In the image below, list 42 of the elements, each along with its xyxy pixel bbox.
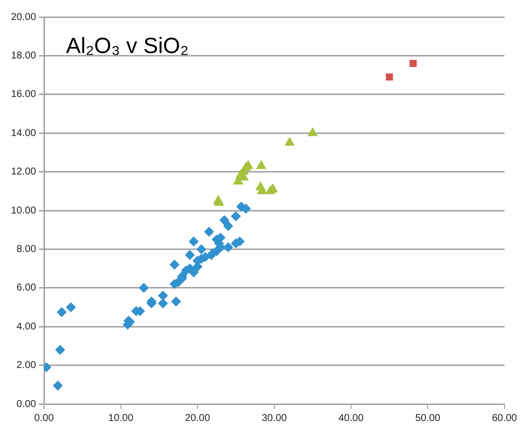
y-tick-label: 18.00	[10, 50, 36, 62]
point	[284, 136, 295, 146]
point	[158, 290, 168, 301]
point	[256, 160, 266, 169]
y-tick-label: 0.00	[16, 398, 36, 410]
x-tick-label: 50.00	[415, 412, 441, 424]
point	[66, 302, 76, 312]
x-tick-label: 20.00	[184, 412, 210, 424]
point	[138, 282, 149, 293]
point	[171, 296, 182, 306]
point	[204, 226, 214, 237]
x-tick-label: 10.00	[108, 412, 134, 424]
point	[188, 267, 199, 278]
y-tick-label: 14.00	[10, 128, 36, 139]
y-tick-label: 20.00	[10, 12, 36, 23]
point	[223, 242, 234, 252]
point	[230, 211, 241, 222]
y-tick-label: 12.00	[10, 166, 36, 178]
y-tick-label: 16.00	[10, 89, 36, 100]
point	[169, 260, 180, 270]
point	[386, 73, 393, 81]
point	[223, 220, 234, 231]
point	[184, 250, 195, 260]
y-tick-label: 2.00	[16, 360, 36, 372]
point	[158, 298, 168, 308]
point	[410, 60, 417, 67]
y-tick-label: 4.00	[16, 321, 36, 332]
y-tick-label: 10.00	[10, 205, 36, 216]
point	[55, 344, 66, 355]
text: Al₂O₃ v SiO₂	[66, 33, 189, 58]
y-tick-label: 8.00	[16, 244, 36, 255]
y-tick-label: 6.00	[16, 282, 36, 294]
point	[188, 236, 199, 246]
x-tick-label: 30.00	[262, 412, 288, 424]
x-tick-label: 0.00	[34, 412, 54, 424]
point	[219, 215, 230, 226]
x-tick-label: 60.00	[492, 412, 518, 424]
point	[196, 244, 206, 254]
point	[307, 127, 318, 136]
point	[52, 380, 63, 391]
point	[56, 307, 67, 318]
x-tick-label: 40.00	[338, 412, 364, 424]
